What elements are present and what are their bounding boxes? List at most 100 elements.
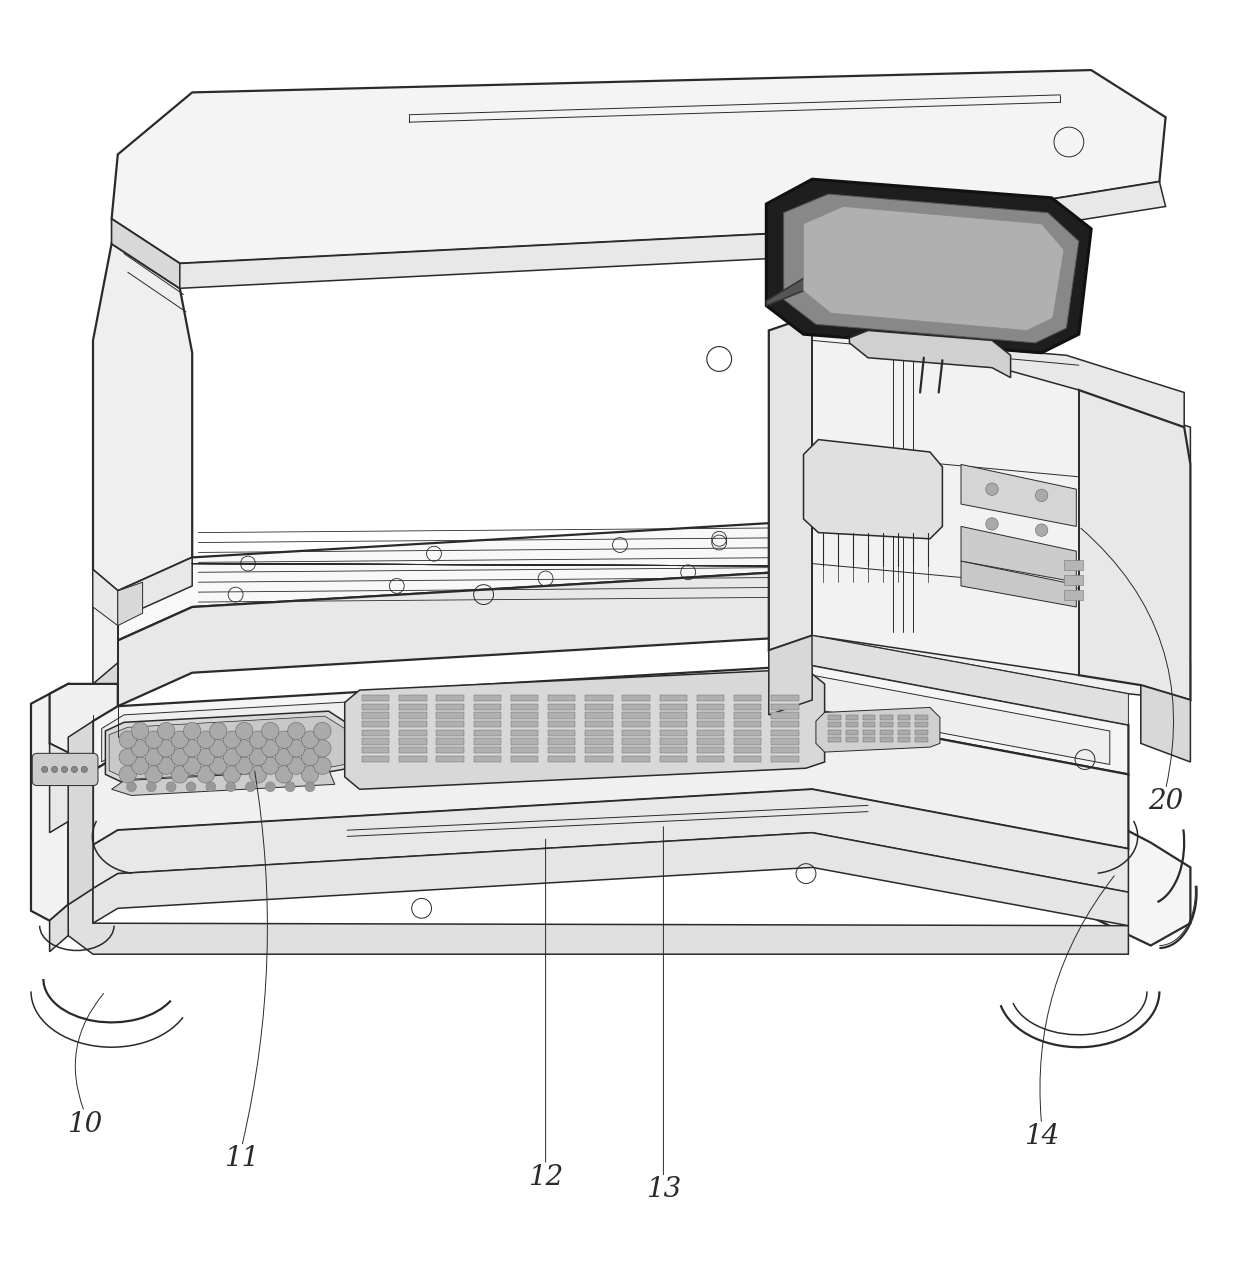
Polygon shape [31, 684, 68, 921]
Bar [660, 755, 687, 762]
Polygon shape [812, 315, 1079, 675]
Polygon shape [112, 181, 1166, 288]
Text: 14: 14 [1024, 1123, 1059, 1150]
Bar [362, 730, 389, 736]
Circle shape [275, 748, 293, 766]
Bar [436, 704, 464, 709]
Bar [511, 712, 538, 718]
Bar [362, 721, 389, 727]
Circle shape [986, 518, 998, 530]
Circle shape [236, 722, 253, 740]
Bar [771, 695, 799, 702]
Circle shape [119, 748, 136, 766]
Bar [828, 715, 841, 720]
Bar [585, 712, 613, 718]
Bar [734, 739, 761, 745]
Bar [771, 712, 799, 718]
Polygon shape [118, 582, 143, 625]
Bar [511, 739, 538, 745]
Bar [734, 712, 761, 718]
Circle shape [275, 731, 293, 748]
Circle shape [184, 757, 201, 775]
Bar [622, 695, 650, 702]
Polygon shape [769, 635, 812, 715]
Bar [771, 730, 799, 736]
Circle shape [145, 766, 162, 783]
Bar [734, 748, 761, 753]
Polygon shape [93, 833, 1128, 925]
Circle shape [184, 740, 201, 757]
Bar [660, 704, 687, 709]
Bar [734, 704, 761, 709]
Bar [399, 748, 427, 753]
Circle shape [41, 767, 47, 772]
Bar [697, 721, 724, 727]
Text: 10: 10 [67, 1110, 102, 1138]
Polygon shape [769, 365, 1190, 464]
Circle shape [157, 722, 175, 740]
Text: 13: 13 [646, 1176, 681, 1203]
Circle shape [171, 766, 188, 783]
Bar [474, 755, 501, 762]
Bar [697, 748, 724, 753]
Circle shape [301, 748, 319, 766]
Polygon shape [50, 905, 68, 952]
Circle shape [223, 748, 241, 766]
Bar [511, 748, 538, 753]
Bar [828, 722, 841, 727]
Bar [511, 755, 538, 762]
Circle shape [184, 722, 201, 740]
Bar [474, 739, 501, 745]
Bar [880, 730, 893, 735]
Polygon shape [812, 635, 1128, 725]
Bar [771, 704, 799, 709]
Polygon shape [68, 721, 93, 905]
Circle shape [986, 484, 998, 495]
Circle shape [1035, 524, 1048, 536]
Bar [474, 704, 501, 709]
Bar [362, 755, 389, 762]
Bar [1064, 560, 1083, 570]
Polygon shape [961, 464, 1076, 527]
Bar [660, 695, 687, 702]
Polygon shape [804, 207, 1064, 330]
Bar [771, 755, 799, 762]
Bar [771, 721, 799, 727]
Bar [585, 721, 613, 727]
Bar [548, 712, 575, 718]
Polygon shape [118, 521, 1135, 641]
Polygon shape [112, 769, 335, 795]
Bar [863, 715, 875, 720]
Circle shape [157, 757, 175, 775]
Bar [399, 695, 427, 702]
Circle shape [314, 740, 331, 757]
Polygon shape [961, 561, 1076, 607]
Bar [880, 738, 893, 743]
Polygon shape [50, 744, 74, 833]
Bar [898, 715, 910, 720]
Circle shape [166, 782, 176, 792]
Bar [660, 730, 687, 736]
Polygon shape [766, 179, 1091, 352]
Circle shape [249, 766, 267, 783]
Bar [548, 748, 575, 753]
Bar [846, 722, 858, 727]
Bar [660, 712, 687, 718]
Bar [474, 730, 501, 736]
Circle shape [131, 722, 149, 740]
Bar [548, 695, 575, 702]
Bar [846, 738, 858, 743]
Circle shape [288, 757, 305, 775]
Polygon shape [816, 707, 940, 752]
Bar [697, 739, 724, 745]
Bar [399, 730, 427, 736]
Circle shape [71, 767, 77, 772]
Circle shape [249, 731, 267, 748]
Text: 11: 11 [224, 1146, 259, 1173]
Bar [436, 739, 464, 745]
Circle shape [223, 766, 241, 783]
Bar [697, 730, 724, 736]
Bar [863, 722, 875, 727]
Bar [697, 755, 724, 762]
Bar [771, 739, 799, 745]
